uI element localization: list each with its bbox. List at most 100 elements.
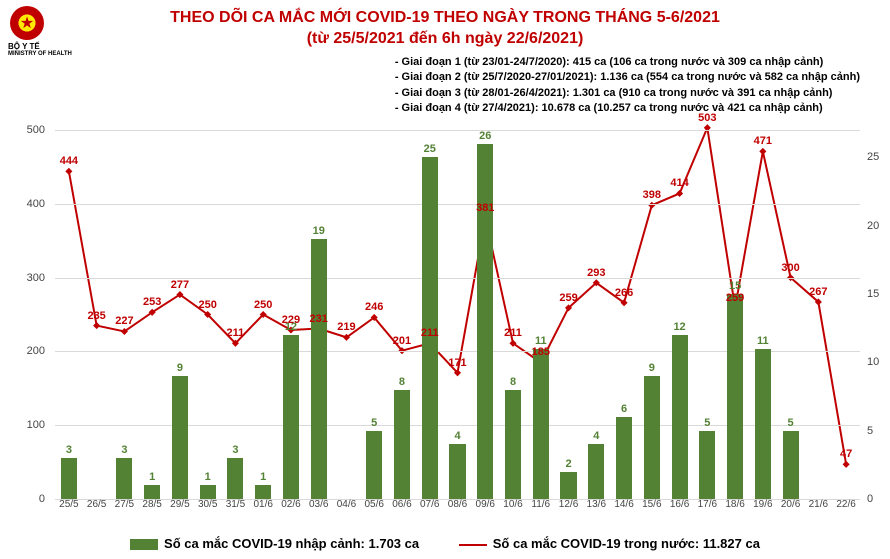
xtick: 29/5 [170, 499, 189, 510]
xtick: 01/6 [253, 499, 272, 510]
xtick: 12/6 [559, 499, 578, 510]
bar [172, 376, 188, 499]
ytick-right: 20 [867, 220, 879, 232]
bar [616, 417, 632, 499]
line-label: 300 [781, 262, 799, 274]
line-label: 231 [310, 313, 328, 325]
bar-label: 1 [205, 471, 211, 483]
bar-label: 9 [649, 362, 655, 374]
bar [283, 335, 299, 499]
plot-area: 3319131121958254268112469125151154442352… [55, 130, 860, 499]
line-label: 250 [198, 299, 216, 311]
xtick: 16/6 [670, 499, 689, 510]
legend-bar-swatch [130, 539, 158, 550]
legend-bar-label: Số ca mắc COVID-19 nhập cảnh: 1.703 ca [164, 536, 419, 551]
bar-label: 6 [621, 403, 627, 415]
bar-label: 4 [593, 430, 599, 442]
xtick: 05/6 [364, 499, 383, 510]
chart-container: ★ BỘ Y TẾ MINISTRY OF HEALTH THEO DÕI CA… [0, 0, 890, 559]
line-label: 235 [87, 310, 105, 322]
bar [699, 431, 715, 499]
bar-label: 3 [66, 444, 72, 456]
agency-top: BỘ Y TẾ [8, 42, 72, 51]
bar-label: 4 [454, 430, 460, 442]
bar [116, 458, 132, 499]
line-label: 171 [448, 357, 466, 369]
line-label: 259 [559, 292, 577, 304]
line-label: 266 [615, 287, 633, 299]
bar [366, 431, 382, 499]
ytick-left: 300 [27, 272, 45, 284]
bar [755, 349, 771, 499]
bar-label: 2 [565, 458, 571, 470]
bar-label: 15 [729, 280, 741, 292]
bar [311, 239, 327, 499]
ministry-logo: ★ [10, 6, 44, 40]
ytick-left: 100 [27, 419, 45, 431]
xtick: 18/6 [725, 499, 744, 510]
line-label: 211 [504, 327, 522, 339]
line-label: 253 [143, 296, 161, 308]
bar [394, 390, 410, 499]
xtick: 30/5 [198, 499, 217, 510]
xtick: 08/6 [448, 499, 467, 510]
bar-label: 5 [704, 417, 710, 429]
bar-label: 5 [371, 417, 377, 429]
xtick: 02/6 [281, 499, 300, 510]
legend-bar: Số ca mắc COVID-19 nhập cảnh: 1.703 ca [130, 536, 419, 551]
bar-label: 11 [757, 335, 769, 347]
title-line-1: THEO DÕI CA MẮC MỚI COVID-19 THEO NGÀY T… [0, 8, 890, 29]
xtick: 07/6 [420, 499, 439, 510]
ytick-right: 0 [867, 493, 873, 505]
xtick: 17/6 [698, 499, 717, 510]
phase-3: - Giai đoạn 3 (từ 28/01-26/4/2021): 1.30… [395, 86, 860, 101]
line-label: 503 [698, 112, 716, 124]
ytick-left: 400 [27, 198, 45, 210]
legend-line: Số ca mắc COVID-19 trong nước: 11.827 ca [459, 536, 760, 551]
xtick: 27/5 [115, 499, 134, 510]
agency-label: BỘ Y TẾ MINISTRY OF HEALTH [8, 42, 72, 57]
bar-label: 5 [788, 417, 794, 429]
line-label: 185 [532, 346, 550, 358]
line-label: 219 [337, 321, 355, 333]
xtick: 19/6 [753, 499, 772, 510]
bar [255, 485, 271, 499]
xtick: 21/6 [809, 499, 828, 510]
line-label: 414 [670, 177, 688, 189]
ytick-right: 25 [867, 151, 879, 163]
bar [533, 349, 549, 499]
xtick: 20/6 [781, 499, 800, 510]
ytick-left: 200 [27, 345, 45, 357]
legend: Số ca mắc COVID-19 nhập cảnh: 1.703 ca S… [0, 536, 890, 551]
bar-label: 1 [260, 471, 266, 483]
line-label: 259 [726, 292, 744, 304]
bar-label: 8 [399, 376, 405, 388]
bar-label: 8 [510, 376, 516, 388]
bar-label: 9 [177, 362, 183, 374]
ytick-left: 0 [39, 493, 45, 505]
y-axis-right: 0510152025 [862, 130, 890, 499]
bar [61, 458, 77, 499]
agency-bottom: MINISTRY OF HEALTH [8, 51, 72, 57]
bar-label: 19 [313, 225, 325, 237]
x-axis: 25/526/527/528/529/530/531/501/602/603/6… [55, 499, 860, 519]
phase-notes: - Giai đoạn 1 (từ 23/01-24/7/2020): 415 … [395, 55, 860, 117]
bar-label: 3 [121, 444, 127, 456]
ytick-right: 15 [867, 288, 879, 300]
line-label: 277 [171, 279, 189, 291]
line-label: 267 [809, 286, 827, 298]
xtick: 11/6 [531, 499, 550, 510]
line-label: 250 [254, 299, 272, 311]
bar-label: 11 [535, 335, 547, 347]
bar-label: 12 [673, 321, 685, 333]
xtick: 15/6 [642, 499, 661, 510]
ytick-right: 10 [867, 356, 879, 368]
line-label: 246 [365, 301, 383, 313]
bar-label: 3 [232, 444, 238, 456]
bar [144, 485, 160, 499]
bar-label: 25 [424, 143, 436, 155]
bar [560, 472, 576, 499]
xtick: 03/6 [309, 499, 328, 510]
ytick-left: 500 [27, 124, 45, 136]
line-label: 381 [476, 202, 494, 214]
